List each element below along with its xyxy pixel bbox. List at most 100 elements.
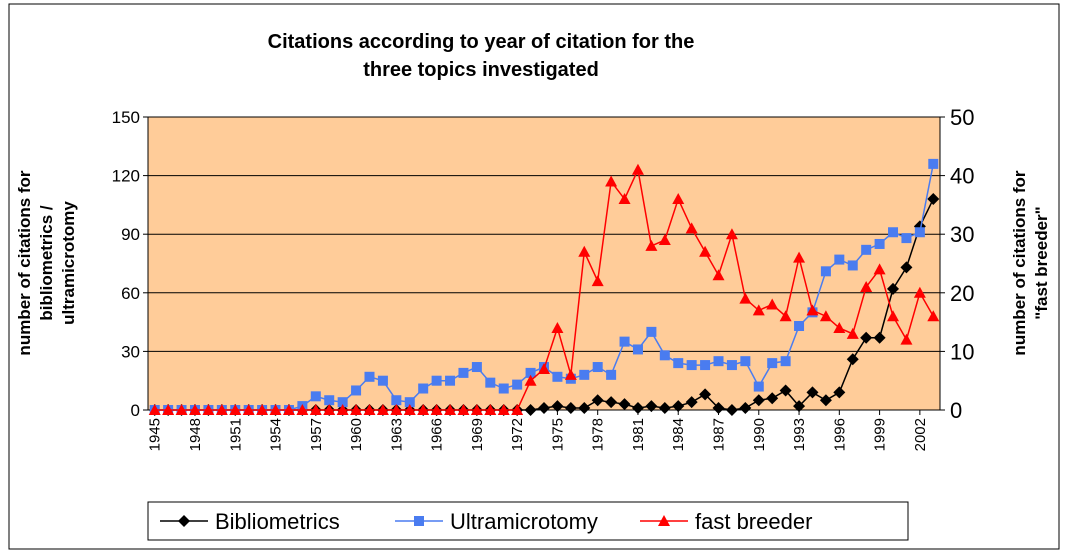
data-point <box>444 404 457 415</box>
data-point <box>551 321 564 333</box>
y2-axis-title: number of citations for <box>1010 170 1029 356</box>
data-point <box>631 402 644 415</box>
data-point <box>605 396 618 409</box>
data-point <box>860 280 873 292</box>
data-point <box>215 404 228 415</box>
legend-marker <box>658 515 670 526</box>
data-point <box>740 356 751 367</box>
y2-tick-label: 20 <box>950 281 974 306</box>
data-point <box>471 362 482 373</box>
data-point <box>631 163 644 175</box>
data-point <box>445 375 456 386</box>
data-point <box>793 251 806 263</box>
legend-marker <box>178 515 190 527</box>
x-tick-label: 1996 <box>831 418 848 451</box>
data-point <box>888 227 899 238</box>
data-point <box>645 400 658 413</box>
data-point <box>873 263 886 275</box>
x-tick-label: 1978 <box>590 418 607 451</box>
y-tick-label: 60 <box>121 284 140 303</box>
data-point <box>564 402 577 415</box>
data-point <box>484 404 497 415</box>
data-point <box>324 395 335 406</box>
data-point <box>632 344 643 355</box>
data-point <box>391 395 402 406</box>
data-point <box>861 244 872 255</box>
y2-tick-label: 0 <box>950 398 962 423</box>
data-point <box>618 193 631 205</box>
data-point <box>418 383 429 394</box>
data-point <box>847 260 858 271</box>
data-point <box>364 371 375 382</box>
data-point <box>404 397 415 408</box>
data-point <box>564 368 577 380</box>
data-point <box>618 398 631 411</box>
data-point <box>403 404 416 415</box>
data-point <box>417 404 430 415</box>
data-point <box>887 282 900 295</box>
data-point <box>833 321 846 333</box>
x-tick-label: 1987 <box>711 418 728 451</box>
data-point <box>512 379 523 390</box>
x-tick-label: 1969 <box>469 418 486 451</box>
data-point <box>282 404 295 415</box>
data-point <box>752 304 765 316</box>
data-point <box>430 404 443 415</box>
data-point <box>928 158 939 169</box>
x-tick-label: 1945 <box>147 418 164 451</box>
data-point <box>363 404 376 415</box>
data-point <box>658 402 671 415</box>
data-point <box>377 375 388 386</box>
data-point <box>591 394 604 407</box>
data-point <box>148 404 161 415</box>
x-tick-label: 1981 <box>630 418 647 451</box>
legend-label: Bibliometrics <box>215 509 340 534</box>
data-point <box>767 358 778 369</box>
x-tick-label: 1957 <box>308 418 325 451</box>
data-point <box>766 298 779 310</box>
data-point <box>874 238 885 249</box>
data-point <box>794 321 805 332</box>
x-tick-label: 1954 <box>268 418 285 451</box>
y-axis-title: number of citations for <box>15 170 34 356</box>
data-point <box>834 254 845 265</box>
data-point <box>498 383 509 394</box>
data-point <box>887 310 900 322</box>
data-point <box>619 336 630 347</box>
data-point <box>162 404 175 415</box>
data-point <box>901 233 912 244</box>
data-point <box>658 234 671 246</box>
data-point <box>337 397 348 408</box>
data-point <box>309 404 322 415</box>
data-point <box>699 388 712 401</box>
data-point <box>538 402 550 415</box>
x-tick-label: 1948 <box>187 418 204 451</box>
data-point <box>646 326 657 337</box>
data-point <box>752 394 765 407</box>
data-point <box>202 404 215 415</box>
data-point <box>779 310 792 322</box>
data-point <box>900 333 913 345</box>
data-point <box>766 392 779 405</box>
data-point <box>806 304 819 316</box>
data-point <box>524 374 537 386</box>
data-point <box>525 367 536 378</box>
data-point <box>645 239 658 251</box>
data-point <box>458 367 469 378</box>
x-tick-label: 1990 <box>751 418 768 451</box>
y2-tick-label: 50 <box>950 105 974 130</box>
x-tick-label: 1963 <box>388 418 405 451</box>
data-point <box>538 362 550 374</box>
data-point <box>780 356 791 367</box>
y-axis-title: ultramicrotomy <box>59 201 78 325</box>
data-point <box>753 381 764 392</box>
data-point <box>310 391 321 402</box>
data-point <box>351 385 362 396</box>
data-point <box>685 396 698 409</box>
data-point <box>700 360 711 371</box>
chart-title: three topics investigated <box>363 59 599 81</box>
legend-box <box>147 501 909 541</box>
data-point <box>927 193 940 206</box>
data-point <box>242 404 255 415</box>
